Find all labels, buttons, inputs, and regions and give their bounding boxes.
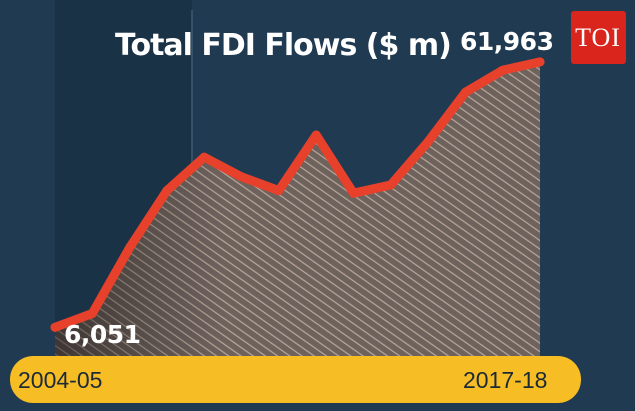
toi-logo (571, 11, 626, 64)
data-point-2005-06 (87, 309, 97, 318)
chart-title: Total FDI Flows ($ m) (115, 28, 451, 63)
data-point-2012-13 (349, 188, 358, 198)
x-axis-start-label: 2004-05 (18, 367, 102, 393)
data-point-2010-11 (274, 186, 284, 196)
x-axis-end-label: 2017-18 (463, 367, 547, 393)
data-point-2009-10 (237, 172, 246, 182)
last-value-label: 61,963 (460, 27, 553, 56)
line-series (50, 57, 545, 332)
area-shading (55, 61, 540, 357)
data-point-2007-08 (162, 186, 172, 196)
data-point-2013-14 (386, 180, 396, 190)
data-point-2017-18 (535, 57, 545, 67)
x-axis-bar (10, 356, 581, 403)
fdi-line (50, 57, 545, 332)
toi-logo-text: TOI (575, 23, 621, 52)
data-point-2014-15 (423, 137, 433, 147)
data-point-2008-09 (199, 152, 209, 162)
area-series (55, 61, 540, 357)
data-point-2004-05 (50, 322, 60, 332)
data-point-2011-12 (311, 130, 321, 140)
data-point-2016-17 (498, 65, 508, 75)
first-value-label: 6,051 (64, 320, 141, 349)
data-point-2015-16 (460, 87, 470, 97)
data-point-2006-07 (125, 243, 135, 253)
